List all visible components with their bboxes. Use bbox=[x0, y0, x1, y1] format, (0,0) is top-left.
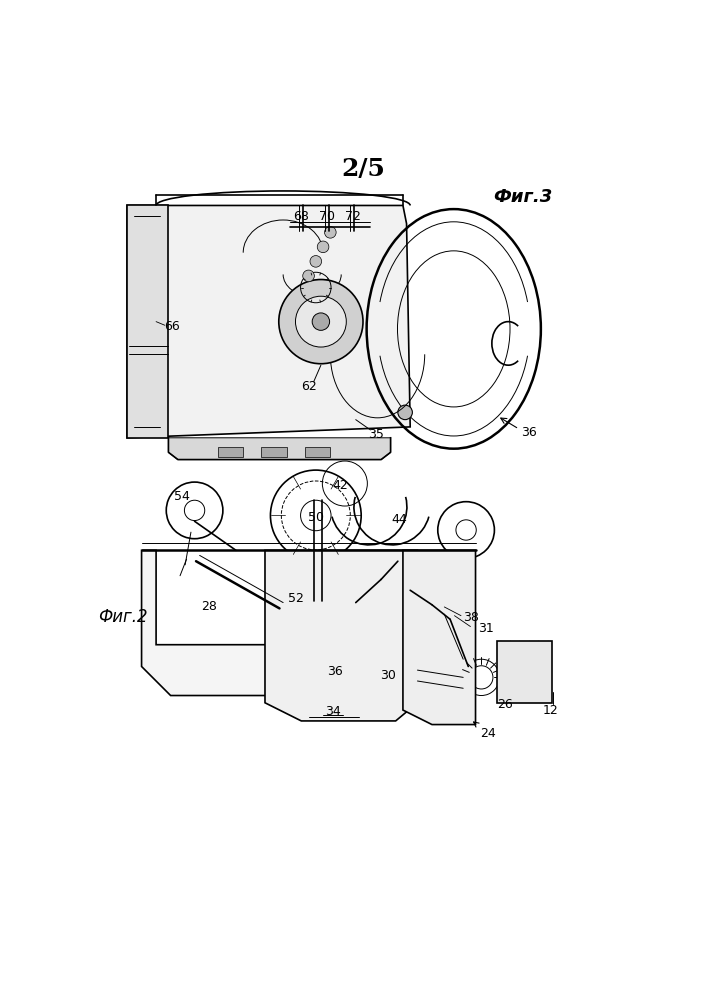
Circle shape bbox=[303, 270, 314, 282]
Text: 70: 70 bbox=[319, 210, 335, 223]
Text: 52: 52 bbox=[287, 592, 303, 605]
Text: 42: 42 bbox=[332, 480, 348, 493]
Bar bbox=[261, 447, 287, 458]
Polygon shape bbox=[127, 206, 168, 438]
Polygon shape bbox=[265, 550, 417, 721]
Circle shape bbox=[142, 411, 149, 418]
Circle shape bbox=[279, 280, 363, 364]
Text: 24: 24 bbox=[473, 722, 496, 740]
Text: 26: 26 bbox=[497, 697, 513, 710]
Circle shape bbox=[295, 297, 346, 347]
Text: 30: 30 bbox=[380, 668, 396, 681]
Circle shape bbox=[142, 222, 149, 229]
Polygon shape bbox=[142, 550, 280, 695]
Circle shape bbox=[141, 315, 150, 324]
Text: 34: 34 bbox=[325, 705, 340, 718]
Text: 62: 62 bbox=[301, 381, 317, 394]
Text: 35: 35 bbox=[368, 428, 384, 441]
Bar bbox=[305, 447, 330, 458]
Text: 28: 28 bbox=[201, 600, 217, 613]
Text: 50: 50 bbox=[308, 511, 324, 524]
Text: 12: 12 bbox=[543, 703, 559, 716]
Circle shape bbox=[310, 256, 322, 267]
Bar bbox=[497, 641, 552, 702]
Text: 44: 44 bbox=[391, 512, 407, 525]
Text: 36: 36 bbox=[327, 665, 343, 678]
Text: 54: 54 bbox=[174, 491, 189, 503]
Circle shape bbox=[317, 241, 329, 253]
Circle shape bbox=[398, 406, 412, 420]
Text: 68: 68 bbox=[293, 210, 309, 223]
Polygon shape bbox=[168, 438, 391, 460]
Circle shape bbox=[312, 313, 330, 331]
Circle shape bbox=[138, 218, 152, 233]
Text: Фиг.3: Фиг.3 bbox=[494, 189, 553, 207]
Text: 38: 38 bbox=[463, 610, 479, 623]
Text: 72: 72 bbox=[345, 210, 361, 223]
Polygon shape bbox=[127, 206, 410, 438]
Text: 31: 31 bbox=[478, 622, 494, 635]
Text: 2/5: 2/5 bbox=[341, 157, 385, 181]
Bar bbox=[218, 447, 243, 458]
Text: Фиг.2: Фиг.2 bbox=[98, 608, 147, 626]
Text: 36: 36 bbox=[521, 427, 537, 440]
Circle shape bbox=[138, 409, 152, 424]
Circle shape bbox=[325, 227, 336, 238]
Polygon shape bbox=[403, 550, 476, 724]
Text: 66: 66 bbox=[164, 321, 180, 334]
